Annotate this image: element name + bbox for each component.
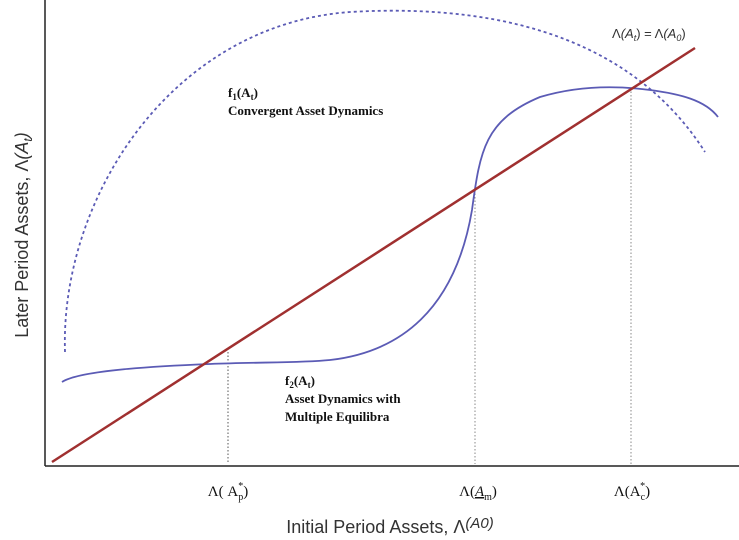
text-part: Λ( <box>459 484 475 500</box>
text-part: Λ <box>612 26 621 41</box>
text-part: (A <box>294 373 308 388</box>
text-part: ) = <box>636 26 654 41</box>
text-part: (A <box>621 26 634 41</box>
curve2-description: Multiple Equilibra <box>285 409 390 424</box>
text-part: Initial Period Assets, Λ <box>286 517 465 537</box>
45-degree-line <box>51 46 696 464</box>
text-part: Λ <box>655 26 664 41</box>
text-part: ) <box>492 484 497 500</box>
curve1-name: f1(At) <box>228 85 258 102</box>
text-part: f <box>228 85 233 100</box>
text-part: ) <box>243 484 248 500</box>
text-part: 1 <box>232 92 237 102</box>
text-part: ) <box>254 85 258 100</box>
text-part: * <box>238 481 243 492</box>
text-part: * <box>640 481 645 492</box>
text-part: ) <box>311 373 315 388</box>
text-part: 0 <box>480 515 489 532</box>
text-part: (A <box>465 515 480 532</box>
equilibrium-label: Λ( Ap*) <box>208 481 248 503</box>
text-part: (A <box>663 26 676 41</box>
text-part: t <box>251 92 254 102</box>
text-part: A <box>474 484 485 500</box>
text-part: 2 <box>289 380 294 390</box>
equilibrium-label: Λ(Am) <box>459 484 497 503</box>
y-axis-label: Later Period Assets, Λ(At) <box>12 132 35 337</box>
x-axis-label: Initial Period Assets, Λ(A0) <box>286 515 493 537</box>
text-part: (A <box>12 142 32 160</box>
text-part: (A <box>237 85 251 100</box>
text-part: t <box>308 380 311 390</box>
text-part: ) <box>645 484 650 500</box>
text-part: Λ( A <box>208 484 239 500</box>
curve1-description: Convergent Asset Dynamics <box>228 103 383 118</box>
curve2-description: Asset Dynamics with <box>285 391 401 406</box>
text-part: t <box>21 138 35 142</box>
text-part: m <box>484 492 492 503</box>
text-part: ) <box>487 515 494 532</box>
text-part: Λ(A <box>614 484 641 500</box>
text-part: Later Period Assets, Λ <box>12 160 32 338</box>
text-part: 0 <box>676 33 681 43</box>
text-part: c <box>641 492 646 503</box>
convergent-curve <box>64 9 706 353</box>
text-part: t <box>634 33 637 43</box>
equilibrium-label: Λ(Ac*) <box>614 481 650 503</box>
curve2-name: f2(At) <box>285 373 315 390</box>
text-part: ) <box>12 132 32 140</box>
text-part: p <box>238 492 243 503</box>
text-part: f <box>285 373 290 388</box>
line-label: Λ(At) = Λ(A0) <box>612 26 686 43</box>
text-part: ) <box>681 26 685 41</box>
